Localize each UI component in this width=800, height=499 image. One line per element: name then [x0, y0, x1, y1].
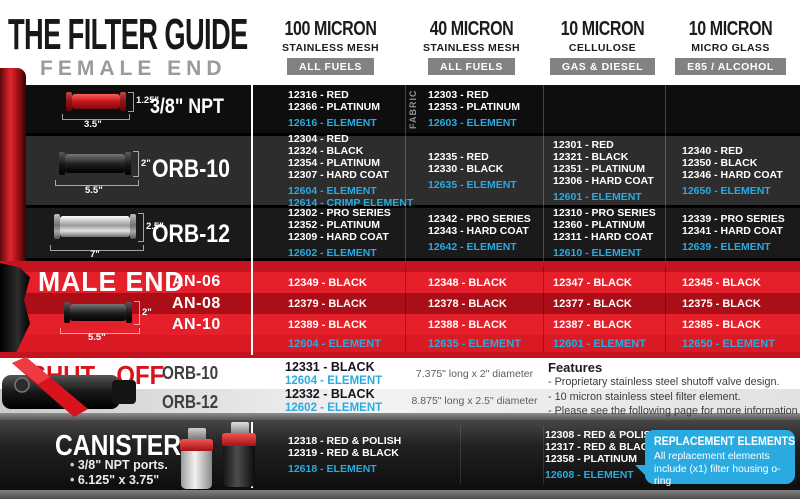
shutoff-row-label-orb10: ORB-10	[162, 363, 219, 383]
column-divider	[543, 85, 544, 261]
parts-cell: 12340 - RED 12350 - BLACK 12346 - HARD C…	[682, 144, 783, 197]
row-label-npt: 3/8" NPT	[150, 95, 224, 118]
male-size-an06: AN-06	[172, 273, 221, 290]
filter-diagram-male: 2" 5.5"	[58, 298, 198, 344]
dimension-width: 5.5"	[85, 185, 103, 196]
fabric-note: FABRIC	[408, 89, 418, 130]
canister-cap	[180, 439, 213, 452]
canister-body	[181, 451, 212, 489]
label-column-divider	[251, 261, 253, 355]
product-photo-shutoff-valve	[2, 357, 136, 417]
filter-body-red	[72, 94, 120, 109]
column-header-10-micron-cellulose: 10 MICRON CELLULOSE GAS & DIESEL	[530, 18, 675, 75]
column-divider	[405, 266, 406, 352]
filter-diagram-orb10: 2" 5.5"	[55, 150, 195, 196]
column-divider	[543, 266, 544, 352]
section-label-female-end: FEMALE END	[40, 57, 227, 80]
filter-diagram-orb12: 2.5" 7"	[50, 213, 200, 260]
replacement-elements-callout: REPLACEMENT ELEMENTS All replacement ele…	[635, 430, 796, 487]
dimension-height: 1.25"	[136, 95, 159, 106]
row-label-orb10: ORB-10	[152, 155, 230, 183]
male-row-elements: 12604 - ELEMENT 12635 - ELEMENT 12601 - …	[0, 335, 800, 352]
canister-bracket	[188, 428, 206, 441]
dimension-line-width	[60, 328, 140, 334]
dimension-line-width	[62, 114, 130, 120]
column-divider	[665, 266, 666, 352]
parts-cell: 12335 - RED 12330 - BLACK 12635 - ELEMEN…	[428, 150, 517, 191]
dimension-line-height	[128, 92, 134, 112]
header: THE FILTER GUIDE FEMALE END 100 MICRON S…	[0, 0, 800, 85]
filter-body-black	[70, 304, 126, 321]
parts-cell: 12339 - PRO SERIES 12341 - HARD COAT 126…	[682, 213, 785, 253]
column-header-100-micron: 100 MICRON STAINLESS MESH ALL FUELS	[258, 18, 403, 75]
shutoff-parts-orb12: 12332 - BLACK 12602 - ELEMENT	[285, 387, 383, 414]
canister-title: CANISTER	[55, 430, 181, 462]
parts-cell: 12316 - RED 12366 - PLATINUM 12616 - ELE…	[288, 89, 380, 129]
dimension-line-height	[138, 213, 144, 242]
male-row-an10: 12389 - BLACK 12388 - BLACK 12387 - BLAC…	[0, 314, 800, 335]
male-size-an08: AN-08	[172, 295, 221, 312]
parts-cell: 12304 - RED 12324 - BLACK 12354 - PLATIN…	[288, 132, 414, 209]
dimension-width: 5.5"	[88, 332, 106, 343]
parts-cell: 12303 - RED 12353 - PLATINUM 12603 - ELE…	[428, 89, 520, 129]
filter-body-chrome	[60, 216, 130, 237]
replacement-elements-body: All replacement elements include (x1) fi…	[654, 451, 781, 487]
row-label-orb12: ORB-12	[152, 220, 230, 248]
parts-cell: 12310 - PRO SERIES 12360 - PLATINUM 1231…	[553, 207, 656, 259]
dimension-line-height	[133, 151, 139, 177]
shutoff-bottom-strip	[0, 413, 800, 420]
canister-bracket	[231, 422, 249, 435]
dimension-line-width	[55, 180, 139, 186]
canister-bullet-size: 6.125" x 3.75"	[70, 473, 159, 487]
parts-cell: 12308 - RED & POLISH 12317 - RED & BLACK…	[545, 429, 659, 481]
column-header-40-micron: 40 MICRON STAINLESS MESH ALL FUELS	[399, 18, 544, 75]
parts-cell: 12318 - RED & POLISH 12319 - RED & BLACK…	[288, 435, 402, 475]
dimension-height: 2"	[141, 158, 151, 169]
male-row-an06: 12349 - BLACK 12348 - BLACK 12347 - BLAC…	[0, 272, 800, 293]
shutoff-parts-orb10: 12331 - BLACK 12604 - ELEMENT	[285, 359, 383, 387]
page-title: THE FILTER GUIDE	[8, 10, 248, 59]
product-photo-red-filter	[0, 68, 26, 261]
shutoff-dimensions-orb10: 7.375" long x 2" diameter	[415, 368, 534, 380]
dimension-height: 2"	[142, 307, 152, 318]
parts-cell: 12301 - RED 12321 - BLACK 12351 - PLATIN…	[553, 138, 654, 203]
label-column-divider	[251, 85, 253, 261]
male-end-title: MALE END	[38, 266, 185, 297]
replacement-elements-title: REPLACEMENT ELEMENTS	[654, 436, 796, 448]
fuel-badge: ALL FUELS	[287, 58, 374, 75]
dimension-width: 3.5"	[84, 119, 102, 130]
shutoff-features: Features - Proprietary stainless steel s…	[548, 360, 798, 417]
canister-bullet-ports: 3/8" NPT ports.	[70, 458, 168, 472]
dimension-line-width	[50, 245, 144, 251]
column-divider	[460, 426, 461, 484]
male-size-an10: AN-10	[172, 316, 221, 333]
column-divider	[543, 426, 544, 484]
shutoff-dimensions-orb12: 8.875" long x 2.5" diameter	[411, 395, 538, 407]
canister-body	[223, 446, 255, 487]
fuel-badge: GAS & DIESEL	[549, 58, 656, 75]
column-divider	[665, 85, 666, 261]
bottom-bar	[0, 490, 800, 499]
dimension-width: 7"	[90, 249, 100, 260]
filter-diagram-npt: 1.25" 3.5"	[60, 92, 195, 130]
parts-cell: 12342 - PRO SERIES 12343 - HARD COAT 126…	[428, 213, 531, 253]
parts-cell: 12302 - PRO SERIES 12352 - PLATINUM 1230…	[288, 207, 391, 259]
shutoff-top-border	[0, 355, 800, 358]
fuel-badge: ALL FUELS	[428, 58, 515, 75]
dimension-height: 2.5"	[146, 221, 164, 232]
canister-cap	[222, 433, 256, 447]
filter-body-black	[65, 154, 125, 173]
shutoff-row-label-orb12: ORB-12	[162, 392, 219, 412]
row-orb10-bg	[0, 136, 800, 205]
column-header-10-micron-micro-glass: 10 MICRON MICRO GLASS E85 / ALCOHOL	[658, 18, 800, 75]
column-divider	[405, 85, 406, 261]
fuel-badge: E85 / ALCOHOL	[675, 58, 786, 75]
male-row-an08: 12379 - BLACK 12378 - BLACK 12377 - BLAC…	[0, 293, 800, 314]
dimension-line-height	[134, 301, 140, 325]
